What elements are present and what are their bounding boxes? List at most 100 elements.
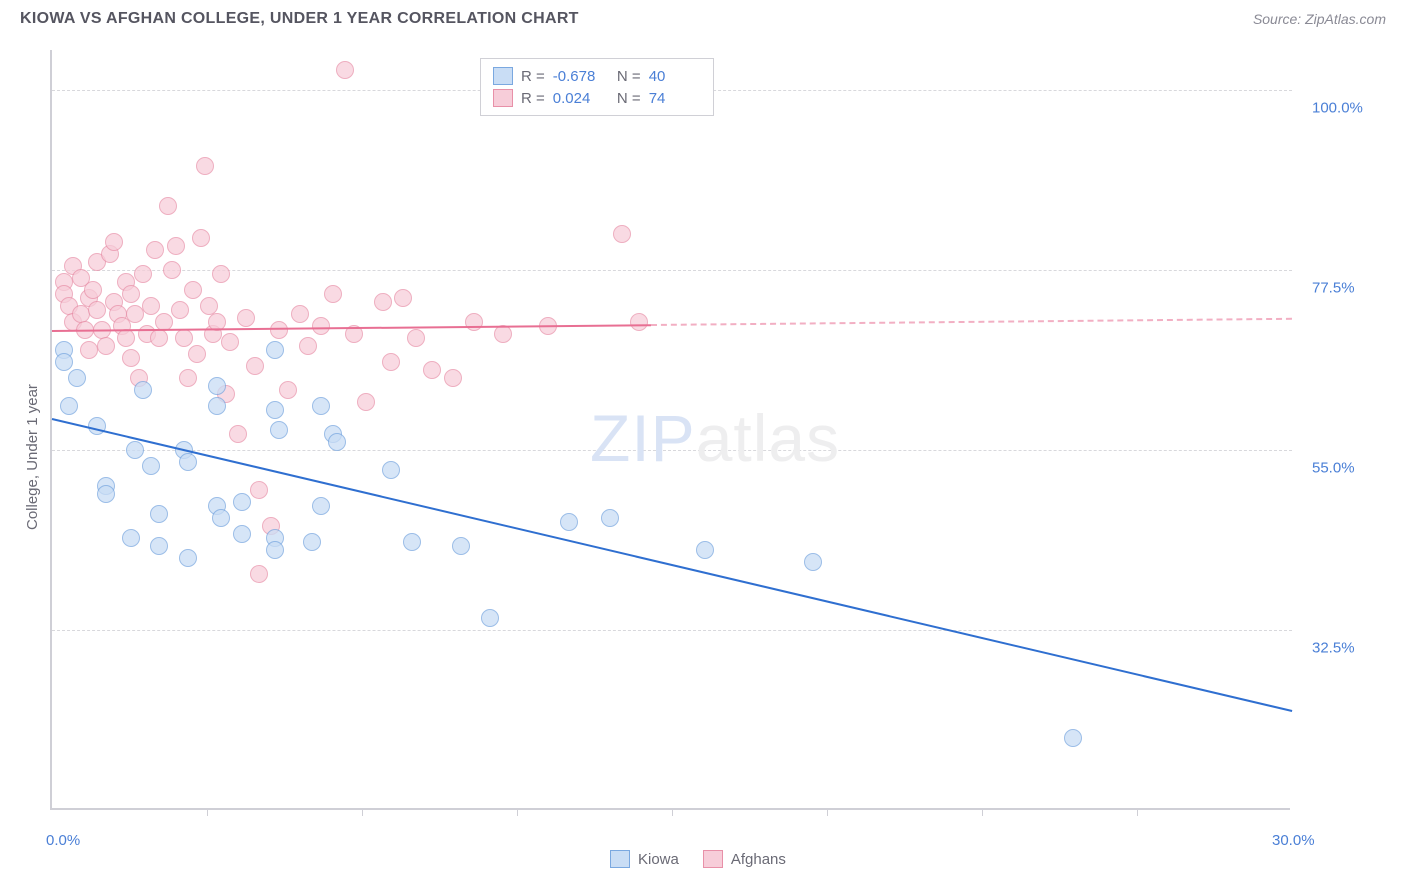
afghans-point	[279, 381, 297, 399]
kiowa-point	[452, 537, 470, 555]
afghans-swatch	[493, 89, 513, 107]
legend-label: Kiowa	[638, 851, 679, 868]
kiowa-point	[208, 377, 226, 395]
x-tick	[207, 808, 208, 816]
plot-box: 32.5%55.0%77.5%100.0%0.0%30.0%	[50, 50, 1290, 810]
afghans-point	[122, 285, 140, 303]
x-axis-max-label: 30.0%	[1272, 832, 1315, 849]
afghans-point	[97, 337, 115, 355]
afghans-point	[179, 369, 197, 387]
afghans-point	[221, 333, 239, 351]
y-axis-title: College, Under 1 year	[24, 384, 41, 530]
x-tick	[672, 808, 673, 816]
n-value: 74	[649, 90, 701, 107]
y-tick-label: 32.5%	[1312, 640, 1355, 657]
afghans-point	[299, 337, 317, 355]
afghans-point	[196, 157, 214, 175]
afghans-point	[126, 305, 144, 323]
kiowa-point	[233, 525, 251, 543]
afghans-swatch	[703, 850, 723, 868]
kiowa-point	[312, 497, 330, 515]
x-axis-min-label: 0.0%	[46, 832, 80, 849]
stats-row-afghans: R =0.024 N =74	[493, 87, 701, 109]
kiowa-point	[312, 397, 330, 415]
gridline	[52, 270, 1292, 271]
r-label: R =	[521, 68, 545, 85]
kiowa-point	[382, 461, 400, 479]
kiowa-point	[1064, 729, 1082, 747]
kiowa-point	[122, 529, 140, 547]
gridline	[52, 450, 1292, 451]
afghans-point	[84, 281, 102, 299]
x-tick	[1137, 808, 1138, 816]
afghans-point	[146, 241, 164, 259]
kiowa-point	[328, 433, 346, 451]
afghans-point	[142, 297, 160, 315]
legend-label: Afghans	[731, 851, 786, 868]
kiowa-point	[270, 421, 288, 439]
r-value: -0.678	[553, 68, 605, 85]
gridline	[52, 630, 1292, 631]
legend-item-kiowa: Kiowa	[610, 850, 679, 868]
kiowa-point	[60, 397, 78, 415]
afghans-trendline	[651, 318, 1292, 326]
afghans-point	[184, 281, 202, 299]
afghans-point	[423, 361, 441, 379]
legend-item-afghans: Afghans	[703, 850, 786, 868]
kiowa-point	[150, 537, 168, 555]
kiowa-point	[560, 513, 578, 531]
x-tick	[982, 808, 983, 816]
afghans-point	[212, 265, 230, 283]
afghans-point	[465, 313, 483, 331]
afghans-point	[312, 317, 330, 335]
kiowa-point	[179, 453, 197, 471]
afghans-point	[250, 565, 268, 583]
chart-title: KIOWA VS AFGHAN COLLEGE, UNDER 1 YEAR CO…	[20, 10, 579, 28]
afghans-point	[246, 357, 264, 375]
afghans-point	[192, 229, 210, 247]
kiowa-point	[266, 401, 284, 419]
kiowa-point	[266, 541, 284, 559]
afghans-point	[382, 353, 400, 371]
x-tick	[362, 808, 363, 816]
afghans-point	[324, 285, 342, 303]
stats-row-kiowa: R = -0.678 N = 40	[493, 65, 701, 87]
kiowa-swatch	[493, 67, 513, 85]
afghans-point	[175, 329, 193, 347]
kiowa-trendline	[52, 418, 1292, 712]
n-label: N =	[613, 68, 641, 85]
kiowa-swatch	[610, 850, 630, 868]
source-attribution: Source: ZipAtlas.com	[1253, 11, 1386, 27]
kiowa-point	[68, 369, 86, 387]
afghans-point	[163, 261, 181, 279]
kiowa-point	[601, 509, 619, 527]
kiowa-point	[208, 397, 226, 415]
kiowa-point	[150, 505, 168, 523]
n-label: N =	[613, 90, 641, 107]
y-tick-label: 55.0%	[1312, 460, 1355, 477]
n-value: 40	[649, 68, 701, 85]
afghans-point	[105, 233, 123, 251]
afghans-point	[357, 393, 375, 411]
kiowa-point	[134, 381, 152, 399]
afghans-point	[374, 293, 392, 311]
afghans-point	[237, 309, 255, 327]
kiowa-point	[696, 541, 714, 559]
kiowa-point	[481, 609, 499, 627]
afghans-point	[117, 329, 135, 347]
afghans-point	[80, 341, 98, 359]
kiowa-point	[212, 509, 230, 527]
r-value: 0.024	[553, 90, 605, 107]
kiowa-point	[97, 485, 115, 503]
afghans-point	[250, 481, 268, 499]
y-tick-label: 100.0%	[1312, 100, 1363, 117]
afghans-point	[188, 345, 206, 363]
kiowa-point	[266, 341, 284, 359]
afghans-point	[407, 329, 425, 347]
afghans-point	[291, 305, 309, 323]
afghans-point	[229, 425, 247, 443]
kiowa-point	[303, 533, 321, 551]
y-tick-label: 77.5%	[1312, 280, 1355, 297]
afghans-point	[270, 321, 288, 339]
kiowa-point	[179, 549, 197, 567]
